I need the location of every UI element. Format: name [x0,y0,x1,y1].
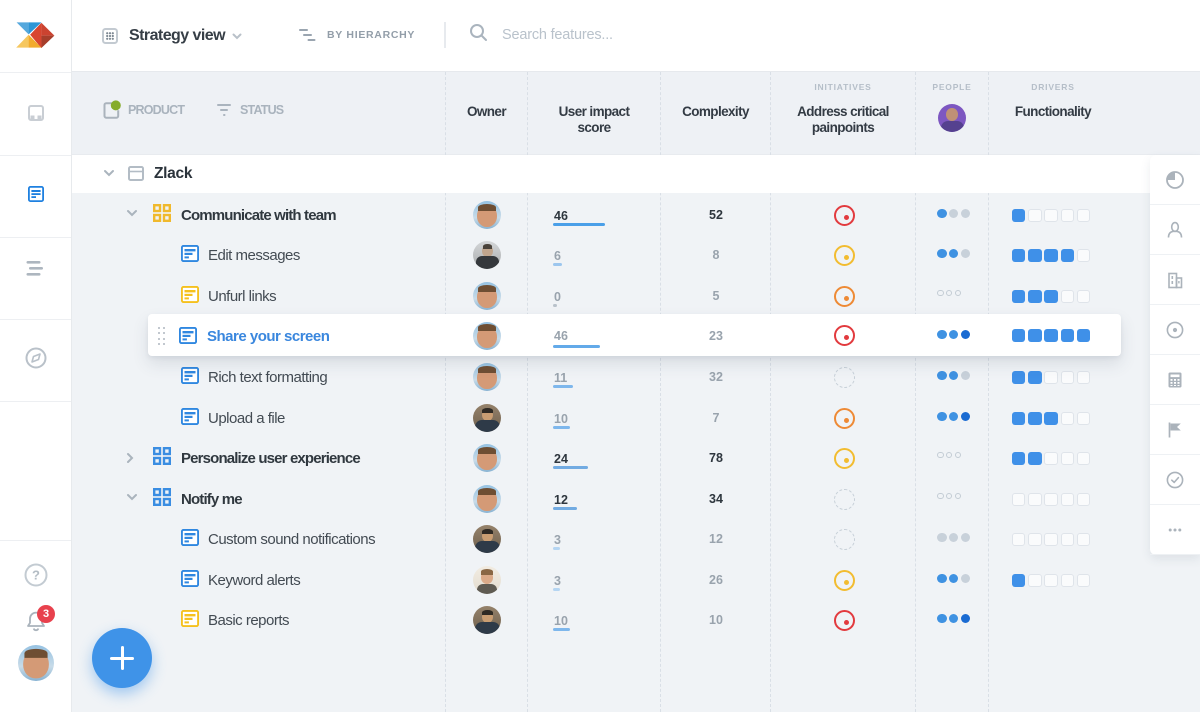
svg-text:?: ? [32,568,40,583]
